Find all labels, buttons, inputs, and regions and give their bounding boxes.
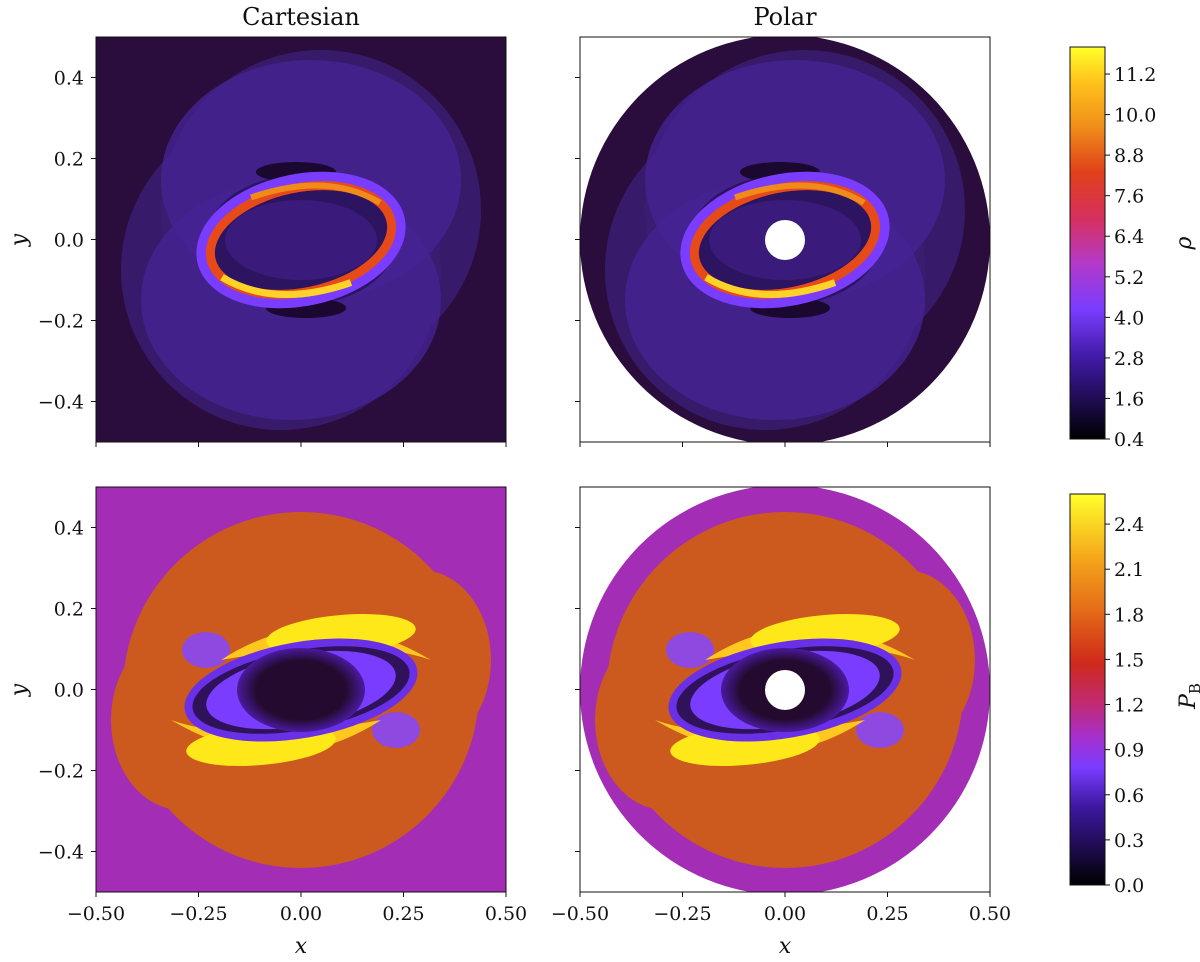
ytick-label: 0.0 (54, 230, 84, 252)
xtick-label: 0.50 (485, 903, 527, 925)
column-title-cartesian: Cartesian (242, 3, 360, 31)
xlabel-left: x (295, 934, 308, 959)
colorbar-tick-label: 2.1 (1114, 559, 1144, 581)
xtick-label: 0.00 (280, 903, 322, 925)
inner-boundary-hole (765, 670, 805, 710)
colorbar-tick-label: 2.4 (1114, 514, 1144, 536)
colorbar-rho: 0.4 1.6 2.8 4.0 5.2 6.4 7.6 8.8 10.0 11.2 ρ (1069, 46, 1197, 451)
colorbar-tick-label: 6.4 (1114, 226, 1144, 248)
colorbar-tick-label: 7.6 (1114, 186, 1144, 208)
xtick-label: 0.00 (764, 903, 806, 925)
ylabel-top: y (7, 233, 32, 247)
inner-boundary-hole (765, 220, 805, 260)
xtick-label: −0.50 (551, 903, 609, 925)
xtick-label: 0.25 (382, 903, 424, 925)
ytick-label: 0.4 (54, 518, 84, 540)
colorbar-tick-label: 4.0 (1114, 307, 1144, 329)
panel-polar-pb (579, 486, 991, 893)
colorbar-tick-label: 0.4 (1114, 429, 1144, 451)
xtick-label: −0.50 (67, 903, 125, 925)
colorbar-tick-label: 1.2 (1114, 695, 1144, 717)
xtick-label: −0.25 (653, 903, 711, 925)
colorbar-pb-label: PB (1176, 683, 1200, 710)
colorbar-rho-label: ρ (1172, 236, 1197, 250)
colorbar-tick-label: 1.5 (1114, 649, 1144, 671)
ytick-label: −0.4 (38, 392, 84, 414)
panel-cartesian-rho (95, 36, 507, 443)
xlabel-right: x (779, 934, 792, 959)
ytick-label: −0.4 (38, 842, 84, 864)
colorbar-tick-label: 0.6 (1114, 785, 1144, 807)
colorbar-tick-label: 11.2 (1114, 64, 1156, 86)
colorbar-tick-label: 5.2 (1114, 267, 1144, 289)
ytick-label: 0.2 (54, 149, 84, 171)
axis-ticks: 0.4 0.2 0.0 −0.2 −0.4 0.4 0.2 0.0 −0.2 −0.4 −0.50 −… (38, 68, 1011, 926)
ytick-label: −0.2 (38, 311, 84, 333)
ytick-label: −0.2 (38, 761, 84, 783)
colorbar-pb: 0.0 0.3 0.6 0.9 1.2 1.5 1.8 2.1 2.4 PB (1069, 493, 1200, 897)
colorbar-tick-label: 8.8 (1114, 145, 1144, 167)
column-title-polar: Polar (753, 3, 817, 31)
panel-polar-rho (579, 36, 991, 443)
xtick-label: 0.25 (866, 903, 908, 925)
xtick-label: −0.25 (169, 903, 227, 925)
ylabel-bottom: y (7, 683, 32, 697)
colorbar-tick-label: 10.0 (1114, 105, 1156, 127)
colorbar-pb-label-sub: B (1186, 683, 1200, 694)
ytick-label: 0.4 (54, 68, 84, 90)
colorbar-tick-label: 1.6 (1114, 388, 1144, 410)
ytick-label: 0.0 (54, 680, 84, 702)
colorbar-tick-label: 0.9 (1114, 740, 1144, 762)
colorbar-tick-label: 0.0 (1114, 875, 1144, 897)
ytick-label: 0.2 (54, 599, 84, 621)
colorbar-tick-label: 1.8 (1114, 604, 1144, 626)
panel-cartesian-pb (95, 486, 507, 893)
xtick-label: 0.50 (969, 903, 1011, 925)
colorbar-tick-label: 0.3 (1114, 830, 1144, 852)
colorbar-tick-label: 2.8 (1114, 348, 1144, 370)
